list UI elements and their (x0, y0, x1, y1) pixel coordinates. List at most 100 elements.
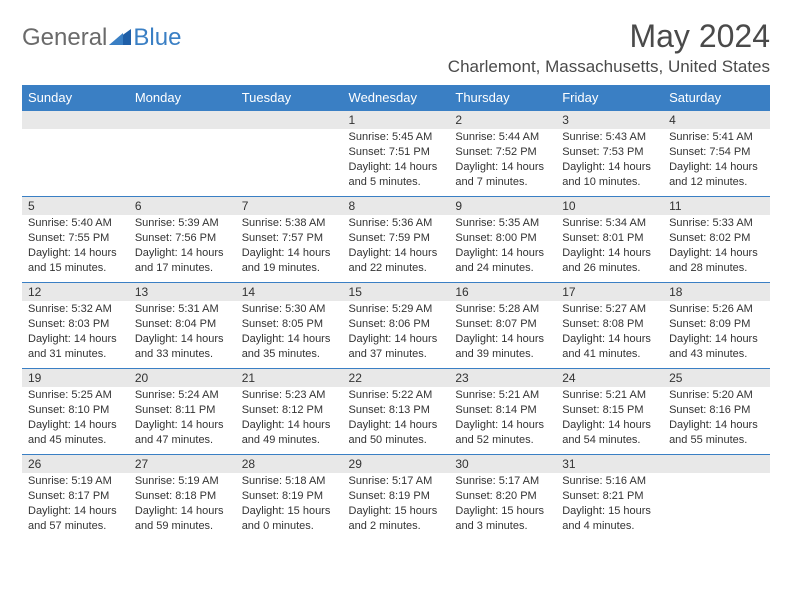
calendar-cell (236, 111, 343, 197)
calendar-row: 19Sunrise: 5:25 AMSunset: 8:10 PMDayligh… (22, 369, 770, 455)
day-number: 18 (663, 283, 770, 301)
day-details: Sunrise: 5:18 AMSunset: 8:19 PMDaylight:… (236, 473, 343, 537)
sunset-text: Sunset: 7:59 PM (349, 231, 444, 246)
calendar-cell: 23Sunrise: 5:21 AMSunset: 8:14 PMDayligh… (449, 369, 556, 455)
day-details: Sunrise: 5:36 AMSunset: 7:59 PMDaylight:… (343, 215, 450, 279)
day-number: 9 (449, 197, 556, 215)
sunset-text: Sunset: 8:20 PM (455, 489, 550, 504)
sunset-text: Sunset: 7:52 PM (455, 145, 550, 160)
daylight-text: Daylight: 14 hours and 49 minutes. (242, 418, 337, 448)
calendar-cell: 29Sunrise: 5:17 AMSunset: 8:19 PMDayligh… (343, 455, 450, 541)
calendar-cell: 7Sunrise: 5:38 AMSunset: 7:57 PMDaylight… (236, 197, 343, 283)
calendar-cell: 31Sunrise: 5:16 AMSunset: 8:21 PMDayligh… (556, 455, 663, 541)
day-number (663, 455, 770, 473)
day-number (129, 111, 236, 129)
sunrise-text: Sunrise: 5:30 AM (242, 302, 337, 317)
calendar-cell: 24Sunrise: 5:21 AMSunset: 8:15 PMDayligh… (556, 369, 663, 455)
day-details: Sunrise: 5:28 AMSunset: 8:07 PMDaylight:… (449, 301, 556, 365)
calendar-cell: 16Sunrise: 5:28 AMSunset: 8:07 PMDayligh… (449, 283, 556, 369)
day-details: Sunrise: 5:21 AMSunset: 8:14 PMDaylight:… (449, 387, 556, 451)
day-details: Sunrise: 5:23 AMSunset: 8:12 PMDaylight:… (236, 387, 343, 451)
weekday-header: Wednesday (343, 85, 450, 111)
calendar-cell (663, 455, 770, 541)
calendar-cell: 5Sunrise: 5:40 AMSunset: 7:55 PMDaylight… (22, 197, 129, 283)
sunrise-text: Sunrise: 5:25 AM (28, 388, 123, 403)
calendar-cell: 4Sunrise: 5:41 AMSunset: 7:54 PMDaylight… (663, 111, 770, 197)
location: Charlemont, Massachusetts, United States (448, 57, 770, 77)
day-number: 20 (129, 369, 236, 387)
sunset-text: Sunset: 7:55 PM (28, 231, 123, 246)
daylight-text: Daylight: 15 hours and 4 minutes. (562, 504, 657, 534)
day-details: Sunrise: 5:27 AMSunset: 8:08 PMDaylight:… (556, 301, 663, 365)
sunset-text: Sunset: 8:07 PM (455, 317, 550, 332)
day-number: 27 (129, 455, 236, 473)
weekday-header: Tuesday (236, 85, 343, 111)
calendar-cell: 30Sunrise: 5:17 AMSunset: 8:20 PMDayligh… (449, 455, 556, 541)
sunset-text: Sunset: 8:08 PM (562, 317, 657, 332)
daylight-text: Daylight: 14 hours and 33 minutes. (135, 332, 230, 362)
day-details: Sunrise: 5:29 AMSunset: 8:06 PMDaylight:… (343, 301, 450, 365)
sunset-text: Sunset: 7:56 PM (135, 231, 230, 246)
weekday-header: Saturday (663, 85, 770, 111)
daylight-text: Daylight: 14 hours and 37 minutes. (349, 332, 444, 362)
daylight-text: Daylight: 14 hours and 43 minutes. (669, 332, 764, 362)
sunset-text: Sunset: 8:00 PM (455, 231, 550, 246)
day-details: Sunrise: 5:17 AMSunset: 8:19 PMDaylight:… (343, 473, 450, 537)
sunrise-text: Sunrise: 5:33 AM (669, 216, 764, 231)
day-details: Sunrise: 5:32 AMSunset: 8:03 PMDaylight:… (22, 301, 129, 365)
daylight-text: Daylight: 14 hours and 41 minutes. (562, 332, 657, 362)
day-number: 29 (343, 455, 450, 473)
daylight-text: Daylight: 14 hours and 57 minutes. (28, 504, 123, 534)
triangle-icon (109, 27, 131, 50)
weekday-header: Monday (129, 85, 236, 111)
calendar-cell: 19Sunrise: 5:25 AMSunset: 8:10 PMDayligh… (22, 369, 129, 455)
day-number: 16 (449, 283, 556, 301)
day-number: 8 (343, 197, 450, 215)
calendar-cell: 17Sunrise: 5:27 AMSunset: 8:08 PMDayligh… (556, 283, 663, 369)
sunrise-text: Sunrise: 5:40 AM (28, 216, 123, 231)
day-number: 4 (663, 111, 770, 129)
sunset-text: Sunset: 8:11 PM (135, 403, 230, 418)
month-title: May 2024 (448, 18, 770, 55)
weekday-header: Sunday (22, 85, 129, 111)
sunset-text: Sunset: 8:19 PM (242, 489, 337, 504)
day-details: Sunrise: 5:21 AMSunset: 8:15 PMDaylight:… (556, 387, 663, 451)
title-block: May 2024 Charlemont, Massachusetts, Unit… (448, 18, 770, 77)
day-number (236, 111, 343, 129)
sunrise-text: Sunrise: 5:27 AM (562, 302, 657, 317)
sunset-text: Sunset: 8:05 PM (242, 317, 337, 332)
daylight-text: Daylight: 14 hours and 54 minutes. (562, 418, 657, 448)
sunrise-text: Sunrise: 5:36 AM (349, 216, 444, 231)
sunrise-text: Sunrise: 5:17 AM (349, 474, 444, 489)
calendar-cell: 22Sunrise: 5:22 AMSunset: 8:13 PMDayligh… (343, 369, 450, 455)
calendar-cell: 25Sunrise: 5:20 AMSunset: 8:16 PMDayligh… (663, 369, 770, 455)
calendar-cell: 11Sunrise: 5:33 AMSunset: 8:02 PMDayligh… (663, 197, 770, 283)
day-number: 15 (343, 283, 450, 301)
logo-general: General (22, 24, 107, 52)
sunrise-text: Sunrise: 5:20 AM (669, 388, 764, 403)
daylight-text: Daylight: 14 hours and 19 minutes. (242, 246, 337, 276)
day-details: Sunrise: 5:16 AMSunset: 8:21 PMDaylight:… (556, 473, 663, 537)
calendar-row: 12Sunrise: 5:32 AMSunset: 8:03 PMDayligh… (22, 283, 770, 369)
sunrise-text: Sunrise: 5:28 AM (455, 302, 550, 317)
day-details: Sunrise: 5:33 AMSunset: 8:02 PMDaylight:… (663, 215, 770, 279)
calendar-cell (22, 111, 129, 197)
daylight-text: Daylight: 14 hours and 52 minutes. (455, 418, 550, 448)
day-number: 1 (343, 111, 450, 129)
calendar-cell: 21Sunrise: 5:23 AMSunset: 8:12 PMDayligh… (236, 369, 343, 455)
day-number: 2 (449, 111, 556, 129)
day-number: 17 (556, 283, 663, 301)
daylight-text: Daylight: 14 hours and 39 minutes. (455, 332, 550, 362)
daylight-text: Daylight: 15 hours and 3 minutes. (455, 504, 550, 534)
day-number: 31 (556, 455, 663, 473)
day-details: Sunrise: 5:41 AMSunset: 7:54 PMDaylight:… (663, 129, 770, 193)
daylight-text: Daylight: 14 hours and 35 minutes. (242, 332, 337, 362)
calendar-cell: 18Sunrise: 5:26 AMSunset: 8:09 PMDayligh… (663, 283, 770, 369)
calendar-cell: 14Sunrise: 5:30 AMSunset: 8:05 PMDayligh… (236, 283, 343, 369)
calendar-cell: 28Sunrise: 5:18 AMSunset: 8:19 PMDayligh… (236, 455, 343, 541)
calendar-cell: 8Sunrise: 5:36 AMSunset: 7:59 PMDaylight… (343, 197, 450, 283)
day-number: 23 (449, 369, 556, 387)
daylight-text: Daylight: 14 hours and 12 minutes. (669, 160, 764, 190)
calendar-row: 26Sunrise: 5:19 AMSunset: 8:17 PMDayligh… (22, 455, 770, 541)
daylight-text: Daylight: 15 hours and 2 minutes. (349, 504, 444, 534)
